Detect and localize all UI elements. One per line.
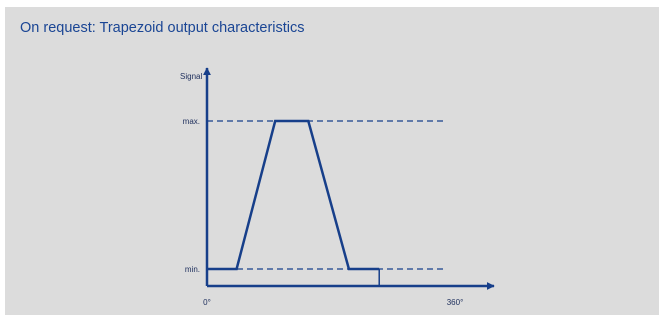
chart-panel: On request: Trapezoid output characteris… [5,7,659,315]
y-axis-label: Signal [180,72,202,81]
x-tick-label-start: 0° [203,298,211,307]
y-tick-label-max: max. [183,117,200,126]
x-tick-label-end: 360° [447,298,464,307]
series-line-signal [207,119,380,271]
panel-title: On request: Trapezoid output characteris… [20,20,305,36]
y-tick-label-min: min. [185,265,200,274]
